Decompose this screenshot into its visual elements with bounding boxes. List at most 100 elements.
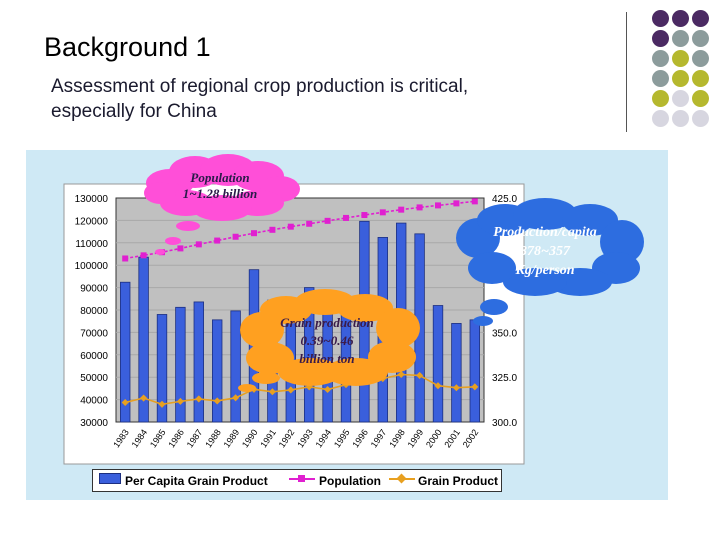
left-axis-tick-label: 80000 (80, 306, 108, 317)
chart-legend: Per Capita Grain Product Population Grai… (92, 469, 502, 492)
legend-bar-label: Per Capita Grain Product (125, 474, 268, 488)
grain-production-callout-text: Grain production 0.39~0.46 billion ton (257, 314, 397, 368)
grain-product-point (397, 370, 405, 379)
population-callout-line1: Population (190, 170, 250, 185)
left-axis-tick-label: 110000 (75, 239, 108, 250)
grain-product-point (324, 385, 332, 394)
right-axis-tick-label: 300.0 (492, 418, 517, 429)
grain-product-point (158, 400, 166, 408)
decor-dot (652, 90, 669, 107)
decor-dot (672, 70, 689, 87)
decor-dot (692, 10, 709, 27)
decor-dot (672, 50, 689, 67)
decor-dot (652, 30, 669, 47)
legend-grain-label: Grain Product (418, 474, 499, 488)
grain-product-point (287, 386, 295, 394)
population-point (435, 202, 441, 209)
left-axis-tick-label: 60000 (80, 351, 108, 362)
production-capita-cloud (548, 268, 612, 296)
left-axis-tick-label: 120000 (75, 216, 109, 227)
left-axis-tick-label: 70000 (80, 328, 108, 339)
production-capita-line1: Production/capita (493, 225, 597, 240)
decor-dot (692, 110, 709, 127)
per-capita-bar (304, 287, 315, 423)
grain-product-point (416, 371, 424, 379)
per-capita-bar (120, 281, 131, 423)
left-axis-tick-label: 30000 (80, 418, 108, 429)
per-capita-bar (230, 310, 241, 423)
right-axis-tick-label: 350.0 (492, 328, 517, 339)
decor-dot (692, 30, 709, 47)
population-point (379, 209, 386, 216)
legend-bar-swatch (99, 473, 121, 484)
grain-production-cloud (324, 358, 388, 386)
grain-product-point (213, 397, 221, 405)
grain-product-point (176, 397, 184, 405)
population-point (140, 252, 147, 259)
population-line (125, 200, 475, 260)
left-axis-tick-label: 130000 (75, 194, 109, 205)
grain-production-cloud-tail (238, 384, 256, 392)
per-capita-bar (212, 319, 223, 423)
per-capita-bar (156, 314, 168, 423)
slide-title: Background 1 (44, 32, 211, 62)
decor-dot (672, 10, 689, 27)
grain-production-line3: billion ton (299, 351, 355, 366)
grain-product-point (434, 382, 442, 390)
decor-dot (692, 90, 709, 107)
decor-dot (692, 50, 709, 67)
production-capita-cloud (503, 268, 567, 296)
legend-grain-marker (396, 473, 407, 484)
population-cloud-tail (176, 221, 200, 231)
grain-production-line1: Grain production (280, 315, 374, 330)
decor-dot (672, 110, 689, 127)
population-point (361, 212, 368, 219)
production-capita-callout-text: Production/capita 378~357 Kg/person (470, 223, 620, 280)
right-axis-tick-label: 425.0 (492, 194, 517, 205)
left-axis-tick-label: 100000 (75, 261, 109, 272)
right-axis-tick-label: 325.0 (492, 373, 517, 384)
decor-dot (652, 110, 669, 127)
legend-population-marker (298, 475, 305, 482)
production-capita-cloud-tail (473, 316, 493, 326)
production-capita-cloud-tail (480, 299, 508, 315)
grain-production-line2: 0.39~0.46 (300, 333, 354, 348)
population-point (306, 220, 313, 227)
grain-product-point (140, 394, 148, 402)
population-callout-line2: 1~1.28 billion (182, 186, 258, 201)
grain-production-cloud (246, 342, 294, 374)
grain-product-point (471, 383, 479, 391)
grain-product-point (268, 388, 276, 396)
grain-product-point (232, 394, 240, 402)
legend-population-label: Population (319, 474, 381, 488)
population-point (232, 233, 239, 240)
production-capita-cloud (513, 198, 577, 230)
population-point (269, 226, 276, 233)
production-capita-line3: Kg/person (515, 263, 575, 278)
decor-dot (652, 70, 669, 87)
left-axis-tick-label: 90000 (80, 284, 108, 295)
per-capita-bar (451, 323, 462, 423)
population-point (287, 223, 294, 230)
slide-subtitle: Assessment of regional crop production i… (51, 76, 469, 122)
per-capita-bar (432, 305, 444, 423)
population-point (214, 237, 221, 244)
population-point (177, 245, 184, 252)
grain-product-point (195, 395, 203, 403)
per-capita-bar (469, 319, 480, 423)
population-point (453, 200, 460, 207)
population-point (195, 241, 202, 248)
production-capita-cloud (562, 204, 618, 236)
population-cloud (144, 182, 176, 204)
population-cloud-tail (155, 249, 165, 255)
production-capita-line2: 378~357 (520, 244, 570, 259)
production-capita-cloud (468, 252, 516, 284)
population-point (471, 198, 478, 205)
population-point (398, 206, 405, 213)
decor-dot (652, 50, 669, 67)
left-axis-tick-label: 50000 (80, 373, 108, 384)
grain-product-point (452, 384, 460, 392)
per-capita-bar (175, 306, 186, 423)
divider-line (626, 12, 627, 132)
